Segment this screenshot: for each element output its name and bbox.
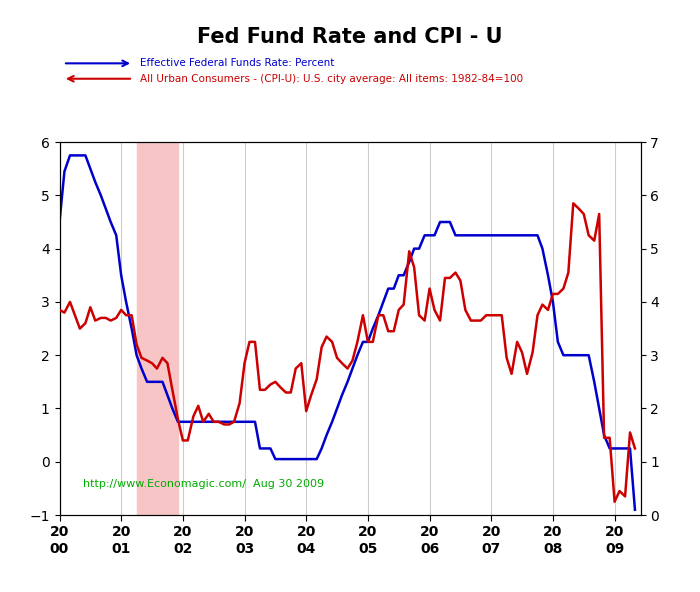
Text: http://www.Economagic.com/  Aug 30 2009: http://www.Economagic.com/ Aug 30 2009 bbox=[83, 479, 324, 489]
Text: Fed Fund Rate and CPI - U: Fed Fund Rate and CPI - U bbox=[197, 27, 503, 47]
Bar bbox=[136, 142, 178, 515]
Text: Effective Federal Funds Rate: Percent: Effective Federal Funds Rate: Percent bbox=[140, 59, 335, 68]
Text: All Urban Consumers - (CPI-U): U.S. city average: All items: 1982-84=100: All Urban Consumers - (CPI-U): U.S. city… bbox=[140, 74, 523, 83]
